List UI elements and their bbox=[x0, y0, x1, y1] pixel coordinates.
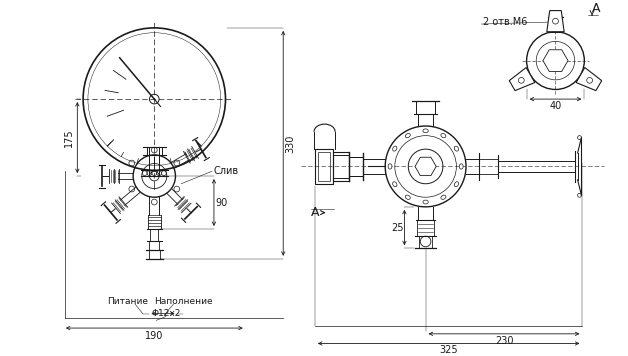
Ellipse shape bbox=[441, 134, 446, 138]
Ellipse shape bbox=[388, 164, 392, 169]
Ellipse shape bbox=[459, 164, 463, 169]
Bar bbox=[318, 152, 330, 181]
Ellipse shape bbox=[454, 146, 458, 151]
Bar bbox=[315, 149, 333, 184]
Text: Φ12x2: Φ12x2 bbox=[151, 309, 180, 318]
Bar bbox=[333, 152, 349, 181]
Bar bbox=[349, 157, 363, 176]
Text: 25: 25 bbox=[391, 222, 404, 232]
Ellipse shape bbox=[392, 146, 397, 151]
Text: 230: 230 bbox=[495, 336, 513, 346]
Polygon shape bbox=[509, 68, 535, 91]
Polygon shape bbox=[543, 50, 568, 72]
Ellipse shape bbox=[405, 195, 410, 199]
Ellipse shape bbox=[441, 195, 446, 199]
Text: 2 отв.M6: 2 отв.M6 bbox=[484, 17, 528, 27]
Ellipse shape bbox=[454, 182, 458, 187]
Polygon shape bbox=[547, 11, 564, 32]
Text: Питание: Питание bbox=[107, 297, 148, 305]
Text: 190: 190 bbox=[145, 331, 163, 341]
Ellipse shape bbox=[423, 129, 428, 133]
Text: 325: 325 bbox=[440, 345, 458, 355]
Ellipse shape bbox=[423, 200, 428, 204]
Polygon shape bbox=[415, 157, 436, 176]
Text: 40: 40 bbox=[550, 101, 561, 111]
Ellipse shape bbox=[392, 182, 397, 187]
Text: A: A bbox=[311, 206, 319, 219]
Text: 90: 90 bbox=[215, 198, 228, 208]
Text: 175: 175 bbox=[63, 128, 73, 147]
Polygon shape bbox=[576, 68, 602, 91]
Text: 330: 330 bbox=[285, 134, 295, 152]
Text: Слив: Слив bbox=[214, 166, 239, 176]
Ellipse shape bbox=[405, 134, 410, 138]
Text: A: A bbox=[592, 2, 600, 15]
Text: Наполнение: Наполнение bbox=[154, 297, 212, 305]
